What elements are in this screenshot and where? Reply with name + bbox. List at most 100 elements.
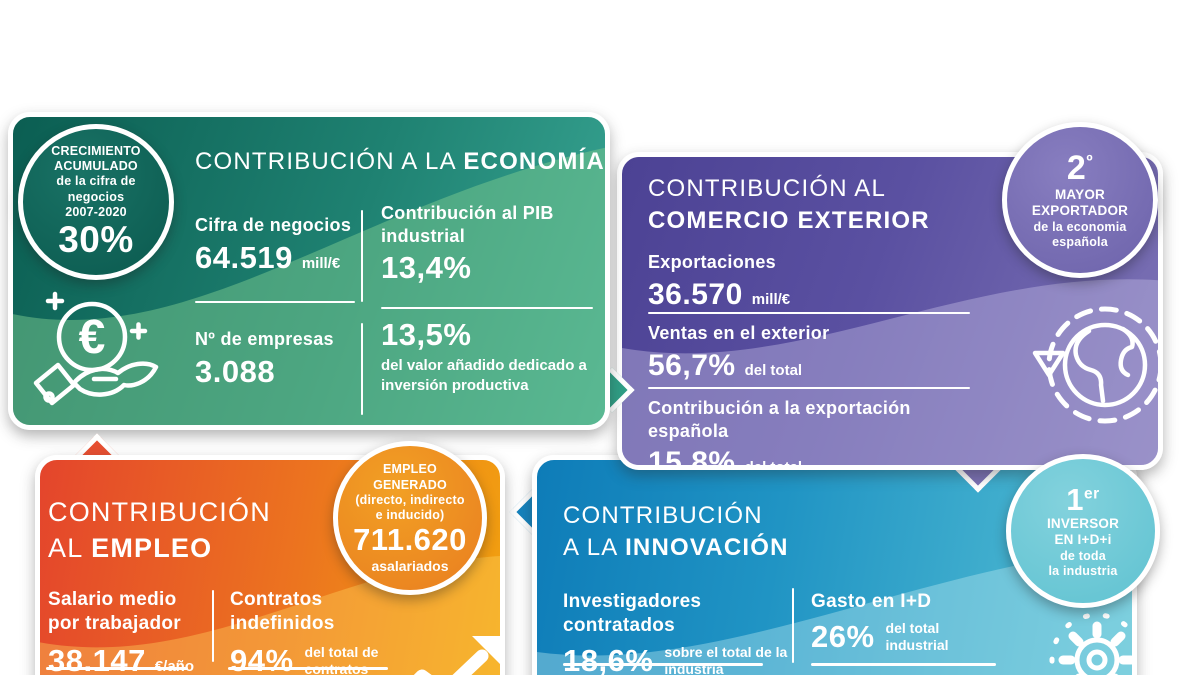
title-prefix: CONTRIBUCIÓN A LA bbox=[195, 148, 464, 175]
divider bbox=[792, 588, 794, 663]
badge-value: 711.620 bbox=[353, 522, 467, 558]
panel-title-comercio: CONTRIBUCIÓN AL COMERCIO EXTERIOR bbox=[648, 173, 930, 238]
badge-line: la industria bbox=[1048, 564, 1118, 579]
divider bbox=[381, 307, 593, 309]
divider bbox=[648, 387, 970, 389]
stat-value: 64.519 bbox=[195, 239, 293, 275]
badge-line: de la cifra de bbox=[56, 174, 136, 189]
title-prefix2: A LA bbox=[563, 534, 626, 562]
badge-line: ACUMULADO bbox=[54, 159, 138, 174]
badge-line: e inducido) bbox=[375, 508, 445, 523]
divider bbox=[46, 667, 188, 670]
stat-unit: del total industrial bbox=[885, 620, 949, 653]
title-prefix: CONTRIBUCIÓN bbox=[563, 502, 763, 529]
stat-unit: del total bbox=[744, 459, 803, 470]
panel-comercio-exterior: CONTRIBUCIÓN AL COMERCIO EXTERIOR Exporta… bbox=[617, 152, 1163, 470]
badge-value: 2º bbox=[1066, 148, 1094, 187]
divider bbox=[361, 210, 363, 302]
stat-value: 36.570 bbox=[648, 277, 743, 311]
stat-label: Gasto en I+D bbox=[811, 591, 932, 612]
wave-decoration bbox=[13, 147, 605, 425]
wave-decoration bbox=[537, 546, 1132, 675]
stat-value: 56,7% bbox=[648, 348, 736, 382]
stat-value: 18,6% bbox=[563, 642, 654, 675]
stat-label: Exportaciones bbox=[648, 252, 776, 272]
svg-text:€: € bbox=[79, 311, 106, 364]
badge-line: EMPLEO bbox=[383, 462, 437, 477]
title-prefix2: AL bbox=[48, 533, 92, 564]
badge-primer-inversor: 1er INVERSOR EN I+D+i de toda la industr… bbox=[1006, 454, 1160, 608]
divider bbox=[195, 301, 355, 303]
stat-value: 13,4% bbox=[381, 250, 472, 285]
stat-contratos-indefinidos: Contratos indefinidos 94%del total de co… bbox=[230, 588, 420, 675]
stat-unit: mill/€ bbox=[751, 290, 791, 308]
stat-value: 3.088 bbox=[195, 353, 276, 389]
title-bold: COMERCIO EXTERIOR bbox=[648, 207, 930, 235]
badge-line: (directo, indirecto bbox=[355, 492, 465, 507]
badge-value: 30% bbox=[58, 219, 134, 261]
panel-title-economia: CONTRIBUCIÓN A LA ECONOMÍA bbox=[195, 146, 605, 178]
divider bbox=[212, 590, 214, 662]
stat-label: Investigadores contratados bbox=[563, 591, 702, 636]
badge-line: de toda bbox=[1060, 548, 1106, 563]
stat-unit: sobre el total de la industria bbox=[664, 643, 788, 675]
stat-empresas: Nº de empresas 3.088 bbox=[195, 328, 375, 389]
stat-label: Contribución al PIB industrial bbox=[381, 203, 554, 246]
stat-label: Contratos indefinidos bbox=[230, 589, 335, 634]
badge-value: 1er bbox=[1066, 481, 1100, 517]
stat-unit: €/año bbox=[154, 657, 195, 675]
stat-pib: Contribución al PIB industrial 13,4% bbox=[381, 202, 581, 285]
badge-mayor-exportador: 2º MAYOR EXPORTADOR de la economia españ… bbox=[1002, 122, 1158, 278]
stat-label: Contribución a la exportación española bbox=[648, 398, 911, 441]
stat-value: 13,5% bbox=[381, 317, 472, 352]
stat-exportaciones: Exportaciones 36.570 mill/€ bbox=[648, 251, 790, 311]
divider bbox=[361, 323, 363, 415]
stat-value: 15,8% bbox=[648, 446, 736, 470]
stat-label: Nº de empresas bbox=[195, 329, 334, 349]
badge-line: 2007-2020 bbox=[65, 204, 127, 219]
stat-caption: del valor añadido dedicado a inversión p… bbox=[381, 357, 587, 394]
panel-economia: CONTRIBUCIÓN A LA ECONOMÍA Cifra de nego… bbox=[8, 112, 610, 430]
stat-label: Salario medio por trabajador bbox=[48, 589, 181, 634]
title-prefix: CONTRIBUCIÓN AL bbox=[648, 175, 887, 202]
divider bbox=[648, 312, 970, 314]
badge-line: negocios bbox=[67, 189, 125, 204]
divider bbox=[811, 663, 996, 666]
wave-decoration bbox=[622, 279, 1158, 465]
stat-value: 26% bbox=[811, 618, 875, 654]
badge-empleo-generado: EMPLEO GENERADO (directo, indirecto e in… bbox=[333, 441, 487, 595]
trend-up-icon bbox=[413, 636, 500, 675]
stat-cifra-negocios: Cifra de negocios 64.519 mill/€ bbox=[195, 214, 355, 275]
title-prefix: CONTRIBUCIÓN bbox=[48, 497, 271, 527]
badge-suffix: asalariados bbox=[371, 557, 449, 574]
stat-label: Cifra de negocios bbox=[195, 215, 352, 235]
stat-value: 94% bbox=[230, 642, 294, 675]
badge-line: de la economia bbox=[1033, 219, 1127, 234]
stat-unit: mill/€ bbox=[301, 254, 341, 272]
stat-valor-anadido: 13,5% del valor añadido dedicado a inver… bbox=[381, 317, 605, 395]
badge-line: EN I+D+i bbox=[1054, 532, 1112, 548]
badge-line: EXPORTADOR bbox=[1031, 203, 1129, 219]
stat-exportacion-espanola: Contribución a la exportación española 1… bbox=[648, 397, 993, 470]
stat-gasto-id: Gasto en I+D 26% del total industrial bbox=[811, 590, 1021, 654]
badge-line: MAYOR bbox=[1054, 186, 1105, 202]
panel-title-empleo: CONTRIBUCIÓN AL EMPLEO bbox=[48, 494, 271, 567]
badge-line: española bbox=[1052, 234, 1108, 249]
stat-unit: del total bbox=[744, 361, 803, 379]
gear-idea-icon bbox=[1049, 612, 1132, 675]
title-bold: ECONOMÍA bbox=[463, 148, 605, 175]
globe-orbit-icon bbox=[1032, 306, 1158, 424]
badge-line: INVERSOR bbox=[1046, 516, 1120, 532]
badge-line: GENERADO bbox=[373, 477, 447, 492]
badge-crecimiento-acumulado: CRECIMIENTO ACUMULADO de la cifra de neg… bbox=[18, 124, 174, 280]
stat-label: Ventas en el exterior bbox=[648, 323, 830, 343]
stat-salario-medio: Salario medio por trabajador 38.147 €/año bbox=[48, 588, 203, 675]
title-bold: EMPLEO bbox=[91, 533, 213, 564]
badge-line: CRECIMIENTO bbox=[51, 143, 141, 158]
divider bbox=[228, 667, 388, 670]
divider bbox=[563, 663, 763, 666]
panel-title-innovacion: CONTRIBUCIÓN A LA INNOVACIÓN bbox=[563, 500, 789, 565]
stat-ventas-exterior: Ventas en el exterior 56,7% del total bbox=[648, 322, 829, 382]
stat-value: 38.147 bbox=[48, 642, 146, 675]
